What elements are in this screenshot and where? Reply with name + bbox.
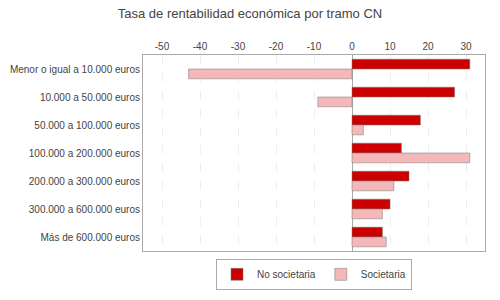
svg-text:-50: -50 — [155, 41, 170, 52]
svg-text:Societaria: Societaria — [361, 269, 406, 280]
svg-text:200.000 a 300.000 euros: 200.000 a 300.000 euros — [29, 176, 140, 187]
svg-text:Más de 600.000 euros: Más de 600.000 euros — [40, 232, 140, 243]
svg-text:0: 0 — [349, 41, 355, 52]
svg-text:30: 30 — [460, 41, 472, 52]
svg-text:10: 10 — [384, 41, 396, 52]
svg-text:Tasa de rentabilidad económica: Tasa de rentabilidad económica por tramo… — [118, 6, 382, 21]
svg-text:20: 20 — [422, 41, 434, 52]
svg-text:10.000 a 50.000 euros: 10.000 a 50.000 euros — [40, 92, 140, 103]
svg-text:Menor o igual a 10.000 euros: Menor o igual a 10.000 euros — [10, 64, 140, 75]
svg-text:-40: -40 — [193, 41, 208, 52]
svg-text:-20: -20 — [269, 41, 284, 52]
svg-text:50.000 a 100.000 euros: 50.000 a 100.000 euros — [34, 120, 140, 131]
svg-text:No societaria: No societaria — [257, 269, 316, 280]
svg-text:100.000 a 200.000 euros: 100.000 a 200.000 euros — [29, 148, 140, 159]
svg-text:-30: -30 — [231, 41, 246, 52]
svg-text:-10: -10 — [307, 41, 322, 52]
svg-text:300.000 a 600.000 euros: 300.000 a 600.000 euros — [29, 204, 140, 215]
